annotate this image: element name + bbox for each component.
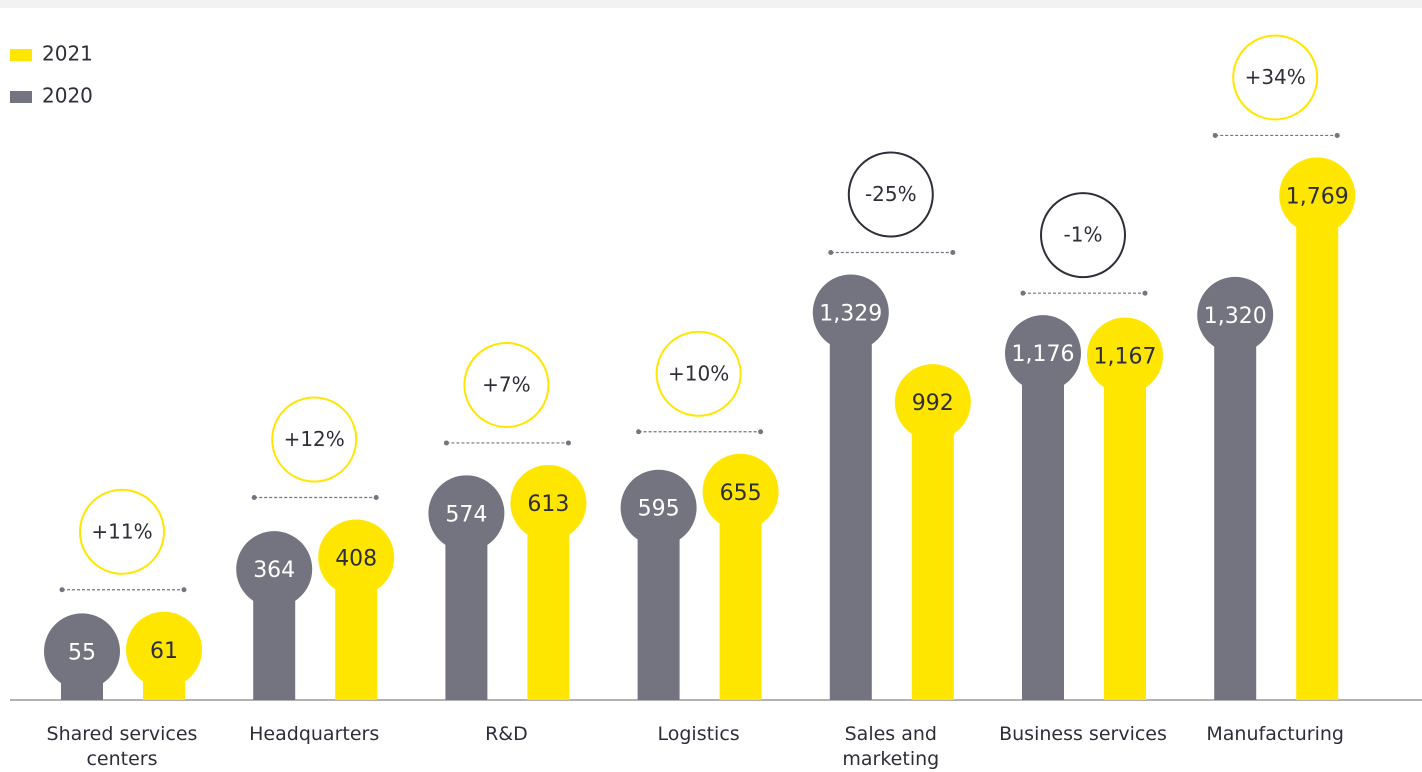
bracket-dot	[636, 429, 642, 435]
bracket-dot	[1334, 132, 1340, 138]
change-label: +11%	[91, 519, 152, 543]
bar-head	[510, 464, 587, 541]
value-label: 1,769	[1286, 184, 1349, 209]
bar-head	[1005, 315, 1081, 392]
top-band	[0, 0, 1422, 8]
bracket-dot	[950, 249, 956, 255]
change-label: -1%	[1064, 223, 1103, 247]
x-tick-label: Shared services centers	[46, 723, 198, 770]
bracket-dot	[828, 249, 834, 255]
bracket-dot	[181, 587, 187, 593]
legend-label: 2020	[42, 84, 93, 108]
bracket-dot	[373, 494, 379, 500]
bar-head	[812, 274, 889, 351]
bar	[1214, 314, 1257, 700]
bracket-dot	[59, 587, 65, 593]
value-label: 1,320	[1204, 304, 1267, 329]
bracket-dot	[565, 440, 571, 446]
bar-head	[44, 613, 120, 690]
bracket-dot	[1142, 290, 1148, 296]
bar-head	[318, 519, 395, 596]
bar-head	[702, 453, 779, 530]
value-label: 655	[720, 481, 762, 506]
value-label: 61	[150, 639, 178, 664]
x-tick-label: Logistics	[657, 723, 740, 745]
change-label: -25%	[865, 182, 917, 206]
value-label: 55	[68, 640, 96, 665]
legend-label: 2021	[42, 42, 93, 66]
x-tick-label: Manufacturing	[1206, 723, 1344, 745]
bar-head	[126, 611, 202, 688]
value-label: 408	[335, 546, 377, 571]
change-circle	[271, 396, 358, 483]
change-circle	[463, 341, 550, 428]
value-label: 1,176	[1012, 342, 1075, 367]
bar-head	[428, 475, 505, 552]
value-label: 613	[527, 492, 569, 517]
bar-head	[894, 364, 971, 441]
legend-swatch	[10, 49, 32, 61]
change-circle	[1040, 192, 1126, 279]
value-label: 1,167	[1094, 345, 1157, 370]
value-label: 992	[912, 391, 954, 416]
bracket-dot	[443, 440, 449, 446]
value-label: 595	[638, 497, 680, 522]
x-tick-label: Sales and marketing	[842, 723, 940, 770]
change-circle	[79, 488, 165, 575]
legend-swatch	[10, 91, 32, 103]
bar	[829, 312, 872, 700]
bar	[1022, 353, 1064, 700]
change-label: +7%	[482, 372, 531, 396]
change-circle	[847, 151, 934, 238]
bar	[1104, 355, 1146, 700]
x-tick-label: Business services	[999, 723, 1167, 745]
bracket-dot	[758, 429, 764, 435]
change-label: +10%	[668, 361, 729, 385]
x-tick-label: Headquarters	[249, 723, 380, 745]
bar-head	[1087, 317, 1163, 394]
bar	[1296, 195, 1339, 701]
bar	[911, 402, 954, 700]
change-label: +34%	[1245, 65, 1306, 89]
bracket-dot	[251, 494, 257, 500]
bracket-dot	[1020, 290, 1026, 296]
change-label: +12%	[284, 427, 345, 451]
value-label: 1,329	[819, 301, 882, 326]
change-circle	[655, 330, 742, 417]
bracket-dot	[1212, 132, 1218, 138]
bar-head	[620, 469, 697, 546]
bar-head	[1279, 157, 1356, 234]
value-label: 364	[253, 558, 295, 583]
bar-head	[1197, 276, 1274, 353]
change-circle	[1232, 34, 1319, 121]
value-label: 574	[445, 502, 487, 527]
bar-head	[236, 531, 313, 608]
x-tick-label: R&D	[485, 723, 528, 745]
